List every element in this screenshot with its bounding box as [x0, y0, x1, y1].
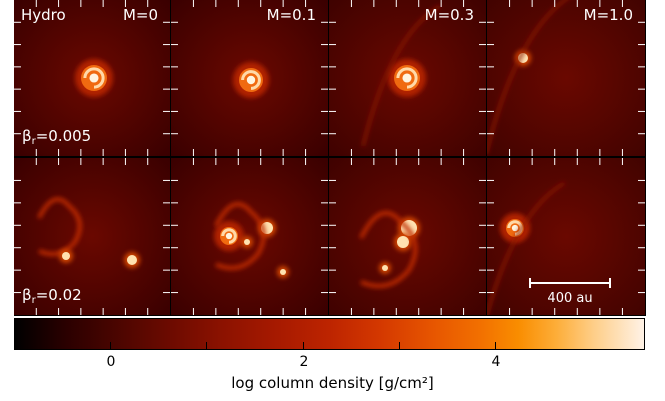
panel-grid: Hydro M=0 βr=0.005 M=0.1 M=0.3 M=1.0 βr=0.02 40…	[14, 0, 646, 316]
beta-symbol: β	[22, 286, 32, 304]
colorbar-tick	[206, 342, 207, 350]
panel-bottom-4: 400 au	[487, 158, 645, 315]
panel-label-mach: M=0.3	[424, 6, 474, 24]
panel-top-1: Hydro M=0 βr=0.005	[14, 0, 170, 156]
density-map	[171, 158, 328, 315]
scale-bar-cap	[529, 278, 531, 288]
panel-label-beta: βr=0.005	[22, 127, 92, 147]
colorbar-title: log column density [g/cm²]	[231, 374, 434, 392]
scale-bar-line	[529, 282, 611, 284]
colorbar-tick	[303, 342, 304, 350]
beta-value: =0.02	[35, 286, 82, 304]
panel-top-2: M=0.1	[171, 0, 328, 156]
panel-label-mach: M=0	[122, 6, 158, 24]
density-map	[171, 0, 328, 156]
colorbar-gradient	[14, 318, 645, 350]
colorbar-tick	[110, 342, 111, 350]
panel-label-beta: βr=0.02	[22, 286, 82, 306]
panel-label-left: Hydro	[21, 6, 66, 24]
density-map	[487, 0, 645, 156]
panel-bottom-1: βr=0.02	[14, 158, 170, 315]
density-map	[14, 158, 170, 315]
beta-subscript: r	[31, 136, 36, 147]
beta-subscript: r	[31, 295, 36, 306]
colorbar-tick	[399, 342, 400, 350]
density-map	[14, 0, 170, 156]
colorbar-tick-label: 0	[106, 354, 116, 370]
density-map	[329, 158, 486, 315]
panel-label-mach: M=1.0	[583, 6, 633, 24]
panel-label-mach: M=0.1	[266, 6, 316, 24]
colorbar-tick-label: 2	[299, 354, 309, 370]
panel-top-4: M=1.0	[487, 0, 645, 156]
panel-bottom-2	[171, 158, 328, 315]
density-map	[329, 0, 486, 156]
beta-symbol: β	[22, 127, 32, 145]
colorbar-tick-label: 4	[491, 354, 501, 370]
colorbar	[14, 318, 646, 352]
density-map	[487, 158, 645, 315]
panel-top-3: M=0.3	[329, 0, 486, 156]
beta-value: =0.005	[35, 127, 92, 145]
panel-bottom-3	[329, 158, 486, 315]
scale-bar-label: 400 au	[547, 291, 593, 306]
scale-bar: 400 au	[529, 277, 611, 307]
colorbar-tick	[495, 342, 496, 350]
scale-bar-cap	[609, 278, 611, 288]
